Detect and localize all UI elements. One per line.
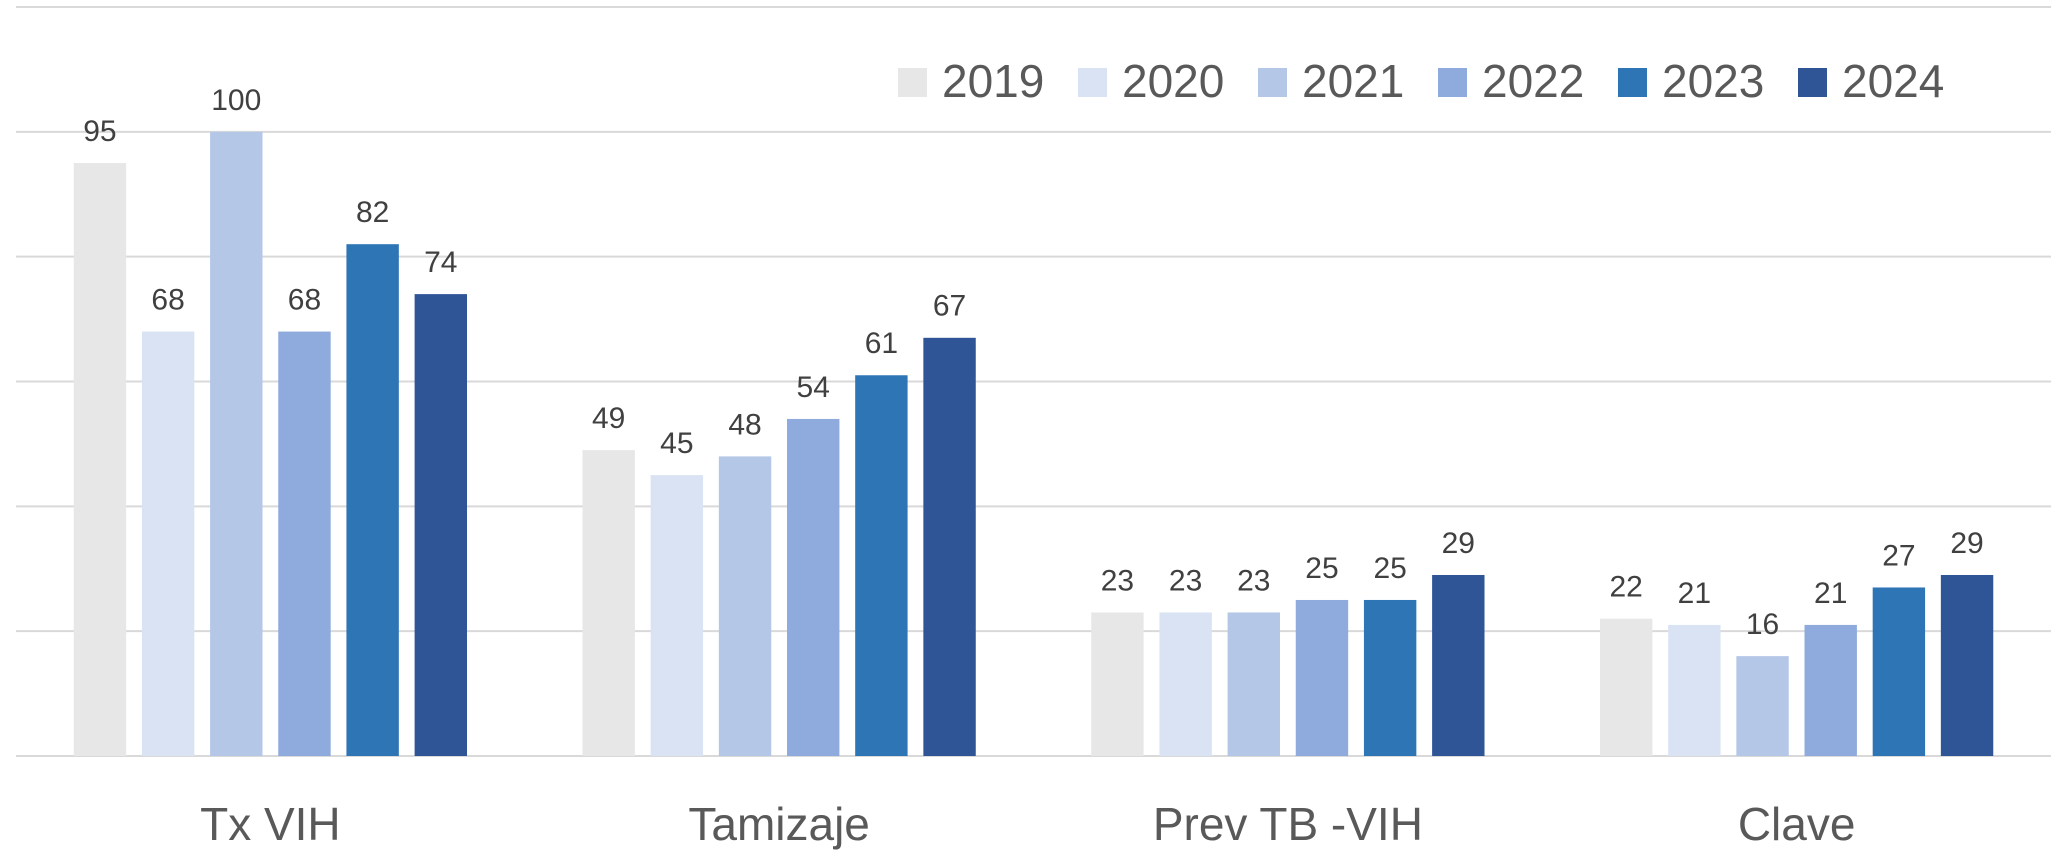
bar: [1227, 612, 1280, 756]
bar: [346, 244, 399, 756]
data-label: 21: [1814, 577, 1847, 610]
bar: [414, 294, 468, 756]
bar: [787, 418, 840, 756]
bar: [1159, 612, 1212, 756]
data-label: 25: [1305, 552, 1338, 585]
data-label: 61: [865, 327, 898, 360]
x-tick-label: Prev TB -VIH: [1153, 798, 1423, 850]
legend-swatch: [898, 68, 927, 97]
legend-label: 2019: [942, 55, 1044, 107]
data-label: 67: [933, 290, 966, 323]
bar: [1872, 587, 1926, 756]
data-label: 82: [356, 196, 389, 229]
bar: [73, 163, 127, 756]
legend-label: 2024: [1842, 55, 1944, 107]
data-label: 23: [1237, 564, 1270, 597]
legend-label: 2023: [1662, 55, 1764, 107]
bar: [1736, 656, 1789, 756]
data-label: 68: [151, 283, 184, 316]
bar: [650, 475, 704, 756]
data-label: 74: [424, 246, 457, 279]
bar: [1432, 574, 1485, 756]
bar: [1599, 618, 1653, 756]
legend-swatch: [1618, 68, 1647, 97]
legend-label: 2020: [1122, 55, 1224, 107]
x-tick-label: Tx VIH: [200, 798, 341, 850]
data-label: 100: [211, 84, 261, 117]
bar: [855, 375, 908, 756]
bar: [1668, 624, 1721, 756]
bar: [1295, 599, 1349, 756]
data-label: 16: [1746, 608, 1779, 641]
legend-swatch: [1438, 68, 1467, 97]
data-label: 25: [1373, 552, 1406, 585]
data-label: 27: [1882, 539, 1915, 572]
bar: [718, 456, 772, 756]
legend-label: 2022: [1482, 55, 1584, 107]
data-label: 22: [1610, 571, 1643, 604]
data-label: 45: [660, 427, 693, 460]
bar: [210, 131, 263, 757]
data-label: 49: [592, 402, 625, 435]
x-tick-label: Clave: [1738, 798, 1856, 850]
bar: [278, 331, 331, 756]
data-label: 21: [1678, 577, 1711, 610]
bar: [582, 450, 635, 756]
bar: [1363, 599, 1417, 756]
data-label: 23: [1169, 564, 1202, 597]
bar: [923, 337, 976, 756]
legend-swatch: [1798, 68, 1827, 97]
legend-swatch: [1258, 68, 1287, 97]
data-label: 48: [728, 408, 761, 441]
bar: [1940, 574, 1994, 756]
data-label: 54: [797, 371, 830, 404]
data-label: 29: [1950, 527, 1983, 560]
data-label: 29: [1442, 527, 1475, 560]
legend-label: 2021: [1302, 55, 1404, 107]
data-label: 23: [1101, 564, 1134, 597]
bar: [1804, 624, 1857, 756]
bar: [141, 331, 195, 756]
legend-swatch: [1078, 68, 1107, 97]
bar: [1091, 612, 1144, 756]
data-label: 95: [83, 115, 116, 148]
data-label: 68: [288, 283, 321, 316]
x-tick-label: Tamizaje: [688, 798, 870, 850]
